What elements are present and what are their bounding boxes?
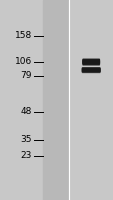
FancyBboxPatch shape	[82, 69, 99, 72]
Text: 48: 48	[20, 108, 32, 116]
FancyBboxPatch shape	[82, 61, 99, 65]
Text: 23: 23	[20, 152, 32, 160]
Text: 79: 79	[20, 72, 32, 80]
Bar	[43, 0, 68, 200]
Text: 158: 158	[15, 31, 32, 40]
Bar	[68, 0, 113, 200]
Text: 35: 35	[20, 136, 32, 144]
FancyBboxPatch shape	[82, 68, 99, 72]
FancyBboxPatch shape	[82, 60, 99, 64]
FancyBboxPatch shape	[82, 68, 99, 71]
FancyBboxPatch shape	[82, 59, 99, 63]
Text: 106: 106	[15, 58, 32, 66]
